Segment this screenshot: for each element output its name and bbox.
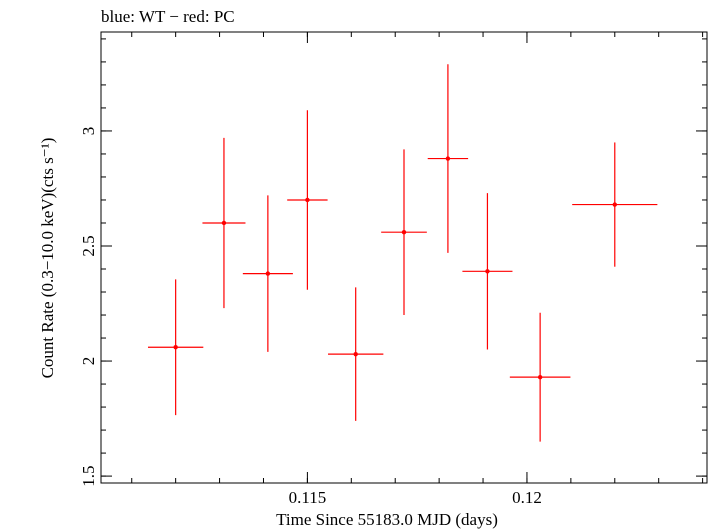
data-marker — [401, 229, 407, 235]
data-marker — [173, 345, 178, 350]
x-tick-label: 0.12 — [512, 488, 542, 507]
data-point — [202, 137, 246, 309]
plot-frame — [100, 31, 708, 484]
data-marker — [485, 269, 490, 274]
axis-ticks — [101, 32, 707, 483]
data-point — [287, 110, 328, 290]
data-point — [509, 312, 571, 442]
y-tick-label: 1.5 — [79, 465, 98, 486]
data-marker — [445, 156, 451, 161]
x-tick-label: 0.115 — [289, 488, 327, 507]
data-point — [242, 195, 293, 352]
data-point — [572, 142, 658, 267]
data-point — [462, 193, 513, 350]
y-tick-label: 3 — [79, 127, 98, 136]
data-marker — [612, 202, 617, 207]
y-tick-label: 2 — [79, 357, 98, 366]
data-marker — [353, 351, 358, 357]
y-tick-label: 2.5 — [79, 235, 98, 256]
chart-title: blue: WT − red: PC — [101, 7, 235, 26]
tick-labels: 0.115 0.12 1.5 2 2.5 3 — [79, 127, 542, 507]
data-marker — [537, 374, 543, 380]
data-point — [381, 149, 427, 316]
data-point — [147, 279, 204, 416]
y-axis-title: Count Rate (0.3−10.0 keV)(cts s⁻¹) — [38, 138, 57, 379]
data-points — [147, 64, 658, 442]
data-marker — [265, 271, 271, 276]
data-point — [427, 64, 469, 253]
data-marker — [221, 220, 227, 226]
data-point — [328, 287, 384, 421]
x-axis-title: Time Since 55183.0 MJD (days) — [276, 510, 498, 529]
data-marker — [305, 197, 310, 203]
